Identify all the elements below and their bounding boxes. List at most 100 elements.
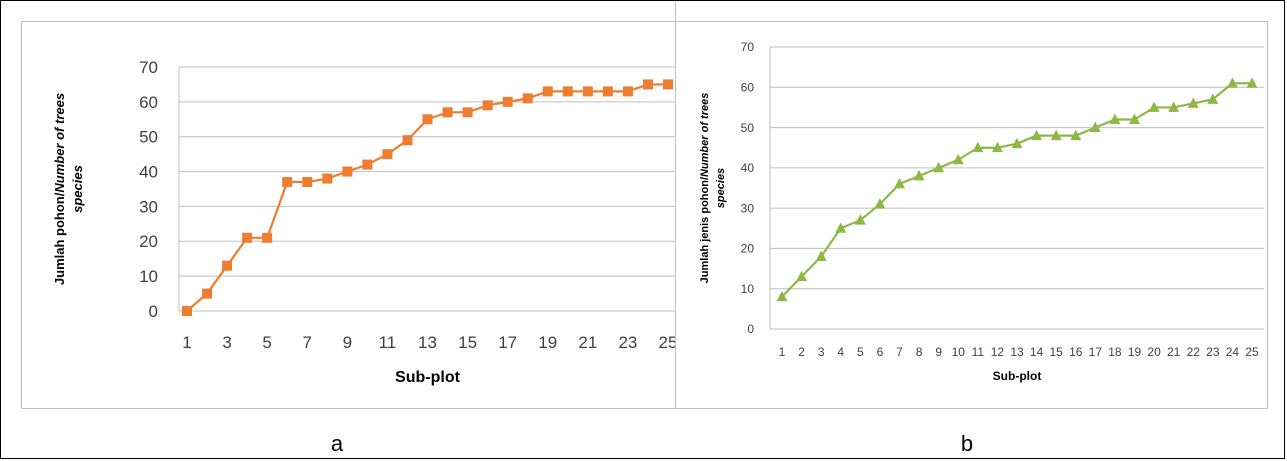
data-point <box>282 177 293 188</box>
data-point <box>642 79 653 90</box>
data-point <box>1031 129 1043 141</box>
data-point <box>1226 77 1238 88</box>
data-point <box>835 222 847 233</box>
x-tick-label: 12 <box>991 345 1005 359</box>
x-tick-label: 23 <box>1206 345 1220 359</box>
data-point <box>302 177 313 188</box>
x-tick-label: 1 <box>182 333 191 352</box>
x-tick-label: 11 <box>379 333 397 352</box>
y-tick-label: 60 <box>741 80 755 94</box>
x-tick-label: 1 <box>779 345 786 359</box>
data-point <box>222 260 233 271</box>
y-tick-label: 70 <box>741 40 755 54</box>
chart-a-panel: 0 10 20 30 40 50 60 70 1 3 5 7 9 11 13 15 17 19 21 23 25 Sub-… <box>21 21 677 409</box>
y-tick-label: 0 <box>149 302 158 321</box>
x-tick-label: 18 <box>1108 345 1122 359</box>
x-tick-label: 23 <box>618 333 637 352</box>
data-point <box>522 93 533 104</box>
data-point <box>382 149 393 160</box>
x-tick-label: 2 <box>798 345 805 359</box>
data-point <box>582 86 593 97</box>
y-tick-label: 30 <box>741 201 755 215</box>
data-point <box>815 250 827 261</box>
y-tick-label: 40 <box>741 161 755 175</box>
series-line <box>781 82 1252 298</box>
x-tick-label: 16 <box>1069 345 1083 359</box>
data-point <box>1168 101 1180 112</box>
x-tick-label: 15 <box>458 333 477 352</box>
x-axis-label: Sub-plot <box>395 369 461 386</box>
x-tick-label: 24 <box>1226 345 1240 359</box>
x-tick-label: 3 <box>818 345 825 359</box>
x-tick-label: 21 <box>1167 345 1181 359</box>
data-point <box>874 198 886 209</box>
y-axis-label-line-1: Jumlah pohon/Number of trees <box>52 93 67 285</box>
data-point <box>1148 101 1160 112</box>
y-tick-label: 40 <box>139 163 158 182</box>
x-tick-label: 5 <box>857 345 864 359</box>
x-tick-label: 6 <box>877 345 884 359</box>
x-tick-label: 4 <box>837 345 844 359</box>
x-tick-label: 25 <box>1245 345 1259 359</box>
data-point <box>796 270 808 282</box>
data-point <box>776 290 788 302</box>
data-point <box>322 173 333 184</box>
x-tick-label: 19 <box>1128 345 1142 359</box>
data-point <box>602 86 613 97</box>
x-tick-label: 3 <box>222 333 231 352</box>
y-axis-label-part: Number of trees <box>699 93 711 177</box>
data-point <box>442 107 453 118</box>
data-point <box>342 166 353 177</box>
data-point <box>1109 113 1121 124</box>
data-point <box>1089 121 1101 133</box>
data-point <box>462 107 473 118</box>
y-tick-label: 30 <box>139 197 158 216</box>
data-point <box>542 86 553 97</box>
data-point <box>362 159 373 170</box>
data-point <box>262 232 273 243</box>
data-point <box>1187 97 1199 108</box>
data-point <box>422 114 433 125</box>
data-point <box>182 306 192 316</box>
x-tick-label: 13 <box>1010 345 1024 359</box>
x-tick-label: 21 <box>578 333 597 352</box>
x-tick-label: 19 <box>538 333 557 352</box>
y-tick-label: 50 <box>741 121 755 135</box>
x-axis-label: Sub-plot <box>993 369 1042 383</box>
data-point <box>202 288 213 299</box>
x-tick-label: 11 <box>972 345 985 359</box>
x-tick-label: 14 <box>1030 345 1044 359</box>
y-tick-label: 70 <box>139 58 158 77</box>
data-point <box>1246 77 1258 88</box>
data-point <box>1207 93 1219 104</box>
y-tick-label: 20 <box>139 232 158 251</box>
x-tick-label: 9 <box>935 345 942 359</box>
data-point <box>402 135 413 146</box>
x-tick-label: 25 <box>659 333 677 352</box>
y-axis-label-part: Jumlah jenis pohon/ <box>699 177 711 283</box>
data-point <box>894 178 905 189</box>
caption-b: b <box>960 431 974 456</box>
data-point <box>1129 113 1140 124</box>
x-tick-label: 17 <box>1089 345 1103 359</box>
y-axis-label-line-2: species <box>715 168 727 208</box>
data-point <box>562 86 573 97</box>
x-tick-label: 7 <box>303 333 312 352</box>
data-point <box>502 96 513 107</box>
data-point <box>482 100 493 111</box>
y-axis-label-line-2: species <box>70 165 85 213</box>
x-tick-label: 9 <box>343 333 352 352</box>
y-tick-label: 50 <box>139 128 158 147</box>
data-point <box>663 79 673 90</box>
y-tick-label: 20 <box>741 242 755 256</box>
data-point <box>913 169 925 181</box>
data-point <box>1070 129 1082 141</box>
y-tick-label: 10 <box>741 282 755 296</box>
data-point <box>991 141 1003 153</box>
y-tick-label: 10 <box>139 267 158 286</box>
data-point <box>952 153 964 165</box>
y-axis-label-line-1: Jumlah jenis pohon/Number of trees <box>699 93 711 284</box>
y-axis-label-part: Jumlah pohon/ <box>52 192 67 285</box>
